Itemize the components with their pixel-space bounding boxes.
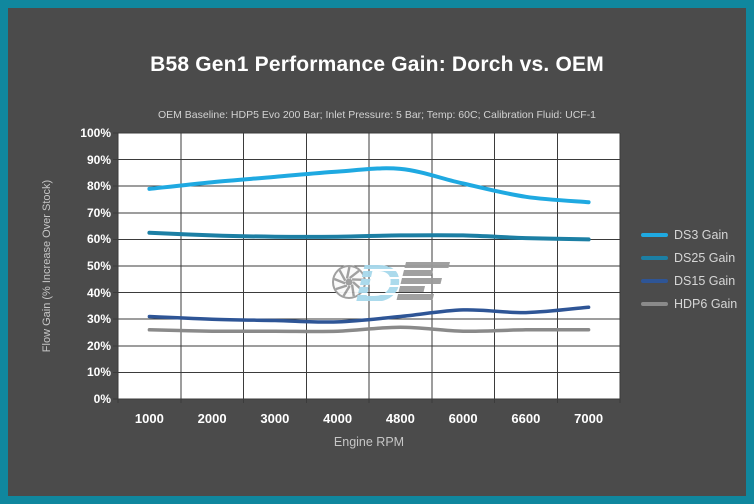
x-tick-label: 6600 — [511, 411, 541, 426]
legend: DS3 Gain DS25 Gain DS15 Gain HDP6 Gain — [641, 223, 737, 315]
legend-label: DS25 Gain — [674, 250, 736, 265]
x-axis-title: Engine RPM — [333, 435, 405, 449]
series-line-ds25-gain — [147, 230, 591, 242]
legend-label: DS15 Gain — [674, 273, 736, 288]
dorch-engineering-logo-watermark: D — [332, 254, 450, 314]
legend-label: DS3 Gain — [674, 227, 729, 242]
plot-area: D — [113, 132, 621, 403]
x-tick-label: 1000 — [134, 411, 164, 426]
chart-subtitle: OEM Baseline: HDP5 Evo 200 Bar; Inlet Pr… — [157, 109, 597, 121]
y-tick-label: 90% — [86, 152, 111, 167]
legend-item-hdp6-gain: HDP6 Gain — [641, 292, 737, 315]
chart-canvas: B58 Gen1 Performance Gain: Dorch vs. OEM… — [8, 8, 746, 496]
x-tick-label: 4000 — [323, 411, 353, 426]
y-tick-label: 40% — [86, 285, 111, 300]
legend-line-swatch — [641, 255, 668, 260]
y-tick-label: 100% — [80, 126, 111, 140]
x-tick-label: 7000 — [574, 411, 604, 426]
legend-item-ds15-gain: DS15 Gain — [641, 269, 737, 292]
y-tick-label: 20% — [86, 338, 111, 353]
watermark-letter-d: D — [355, 254, 401, 314]
y-tick-label: 30% — [86, 312, 111, 327]
series-line-ds15-gain — [147, 305, 591, 324]
x-tick-label: 3000 — [260, 411, 290, 426]
y-tick-label: 60% — [86, 232, 111, 247]
chart-title: B58 Gen1 Performance Gain: Dorch vs. OEM — [150, 53, 604, 76]
y-tick-label: 50% — [86, 259, 111, 273]
x-tick-label: 2000 — [197, 411, 227, 426]
legend-line-swatch — [641, 301, 668, 306]
y-tick-label: 10% — [86, 365, 111, 380]
y-tick-label: 70% — [86, 205, 111, 220]
legend-label: HDP6 Gain — [674, 296, 738, 311]
legend-line-swatch — [641, 278, 668, 283]
legend-line-swatch — [641, 232, 668, 237]
series-line-hdp6-gain — [147, 325, 591, 334]
x-tick-label: 4800 — [385, 411, 415, 426]
y-axis-tick-labels: 0% 10% 20% 30% 40% 50% 60% 70% 80% 90% 100% — [8, 8, 111, 496]
legend-item-ds25-gain: DS25 Gain — [641, 246, 737, 269]
legend-item-ds3-gain: DS3 Gain — [641, 223, 737, 246]
y-tick-label: 0% — [93, 392, 111, 406]
series-line-ds3-gain — [147, 166, 591, 205]
y-tick-label: 80% — [86, 179, 111, 194]
watermark-letter-e — [396, 262, 450, 300]
x-tick-label: 6000 — [448, 411, 478, 426]
turbine-wheel-icon — [332, 265, 366, 299]
